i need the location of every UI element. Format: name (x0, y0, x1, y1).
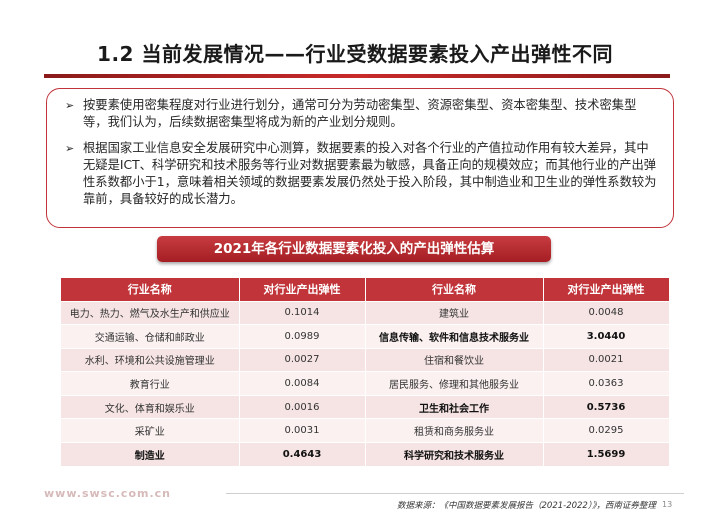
elasticity-value-cell: 3.0440 (543, 325, 669, 349)
elasticity-value-cell: 0.1014 (239, 301, 365, 325)
column-header-elasticity: 对行业产出弹性 (543, 278, 669, 301)
elasticity-value-cell: 0.0989 (239, 325, 365, 349)
industry-name-cell: 信息传输、软件和信息技术服务业 (365, 325, 543, 349)
elasticity-value-cell: 0.0084 (239, 372, 365, 396)
elasticity-value-cell: 0.5736 (543, 395, 669, 419)
industry-name-cell: 租赁和商务服务业 (365, 419, 543, 443)
summary-callout-box: ➢ 按要素使用密集程度对行业进行划分，通常可分为劳动密集型、资源密集型、资本密集… (46, 88, 674, 228)
elasticity-value-cell: 0.0048 (543, 301, 669, 325)
industry-name-cell: 科学研究和技术服务业 (365, 443, 543, 467)
website-watermark: www.swsc.com.cn (44, 487, 171, 500)
elasticity-value-cell: 0.0021 (543, 348, 669, 372)
elasticity-value-cell: 0.0295 (543, 419, 669, 443)
industry-name-cell: 交通运输、仓储和邮政业 (61, 325, 239, 349)
table-caption: 2021年各行业数据要素化投入的产出弹性估算 (157, 236, 551, 262)
elasticity-value-cell: 1.5699 (543, 443, 669, 467)
data-source-note: 数据来源：《中国数据要素发展报告（2021-2022）》，西南证券整理 (397, 499, 656, 511)
arrow-bullet-icon: ➢ (65, 97, 83, 114)
bullet-text: 按要素使用密集程度对行业进行划分，通常可分为劳动密集型、资源密集型、资本密集型、… (83, 97, 657, 131)
elasticity-value-cell: 0.0031 (239, 419, 365, 443)
industry-name-cell: 制造业 (61, 443, 239, 467)
table-row: 制造业 0.4643 科学研究和技术服务业 1.5699 (61, 443, 669, 467)
column-header-industry: 行业名称 (365, 278, 543, 301)
industry-name-cell: 电力、热力、燃气及水生产和供应业 (61, 301, 239, 325)
title-divider (44, 74, 670, 78)
page-title: 1.2 当前发展情况——行业受数据要素投入产出弹性不同 (0, 38, 710, 67)
column-header-industry: 行业名称 (61, 278, 239, 301)
bullet-item: ➢ 按要素使用密集程度对行业进行划分，通常可分为劳动密集型、资源密集型、资本密集… (65, 97, 657, 131)
industry-name-cell: 建筑业 (365, 301, 543, 325)
bullet-item: ➢ 根据国家工业信息安全发展研究中心测算，数据要素的投入对各个行业的产值拉动作用… (65, 140, 657, 208)
table-row: 教育行业 0.0084 居民服务、修理和其他服务业 0.0363 (61, 372, 669, 396)
table-header-row: 行业名称 对行业产出弹性 行业名称 对行业产出弹性 (61, 278, 669, 301)
industry-name-cell: 卫生和社会工作 (365, 395, 543, 419)
elasticity-value-cell: 0.4643 (239, 443, 365, 467)
arrow-bullet-icon: ➢ (65, 140, 83, 157)
elasticity-value-cell: 0.0016 (239, 395, 365, 419)
industry-name-cell: 居民服务、修理和其他服务业 (365, 372, 543, 396)
column-header-elasticity: 对行业产出弹性 (239, 278, 365, 301)
bullet-text: 根据国家工业信息安全发展研究中心测算，数据要素的投入对各个行业的产值拉动作用有较… (83, 140, 657, 208)
table-row: 水利、环境和公共设施管理业 0.0027 住宿和餐饮业 0.0021 (61, 348, 669, 372)
table-row: 采矿业 0.0031 租赁和商务服务业 0.0295 (61, 419, 669, 443)
elasticity-table: 行业名称 对行业产出弹性 行业名称 对行业产出弹性 电力、热力、燃气及水生产和供… (61, 278, 670, 467)
industry-name-cell: 水利、环境和公共设施管理业 (61, 348, 239, 372)
elasticity-value-cell: 0.0363 (543, 372, 669, 396)
industry-name-cell: 采矿业 (61, 419, 239, 443)
table-row: 文化、体育和娱乐业 0.0016 卫生和社会工作 0.5736 (61, 395, 669, 419)
elasticity-value-cell: 0.0027 (239, 348, 365, 372)
industry-name-cell: 文化、体育和娱乐业 (61, 395, 239, 419)
table-row: 交通运输、仓储和邮政业 0.0989 信息传输、软件和信息技术服务业 3.044… (61, 325, 669, 349)
table-row: 电力、热力、燃气及水生产和供应业 0.1014 建筑业 0.0048 (61, 301, 669, 325)
industry-name-cell: 住宿和餐饮业 (365, 348, 543, 372)
industry-name-cell: 教育行业 (61, 372, 239, 396)
footer-divider (226, 493, 684, 494)
page-number: 13 (662, 500, 672, 509)
